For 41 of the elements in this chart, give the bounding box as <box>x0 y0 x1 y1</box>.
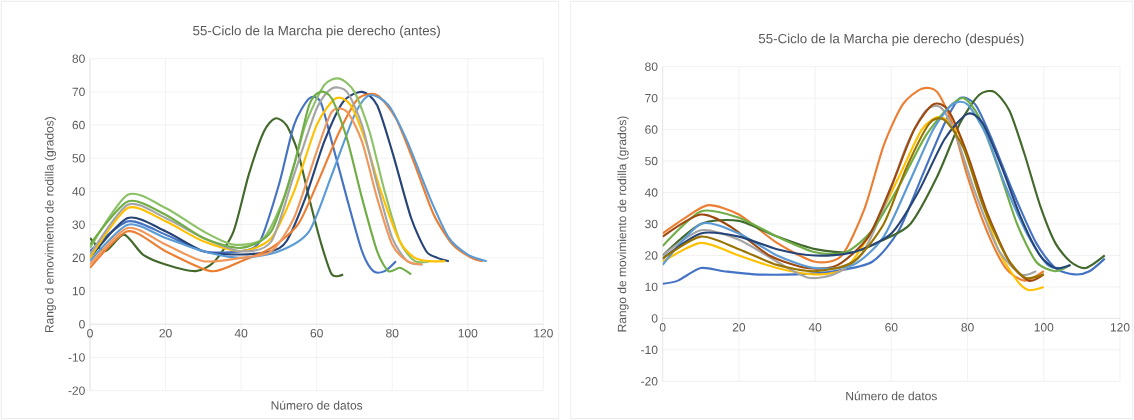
y-tick-label: 50 <box>72 154 85 163</box>
y-tick-label: 30 <box>645 219 658 229</box>
x-tick-label: 20 <box>732 323 746 332</box>
y-tick-label: 80 <box>645 62 658 71</box>
y-axis-title: Rango de movimiento de rodilla (grados) <box>617 116 629 332</box>
y-tick-label: 40 <box>72 187 85 196</box>
y-tick-label: 70 <box>645 93 658 103</box>
y-tick-label: 60 <box>72 120 85 130</box>
x-tick-label: 20 <box>159 328 172 338</box>
x-tick-label: 80 <box>961 323 974 332</box>
y-tick-label: -20 <box>68 386 85 395</box>
y-tick-label: -20 <box>641 377 658 386</box>
chart-title: 55-Ciclo de la Marcha pie derecho (antes) <box>193 25 440 38</box>
y-tick-label: 0 <box>651 314 658 323</box>
x-tick-label: 120 <box>1110 323 1130 332</box>
x-tick-label: 60 <box>310 328 323 338</box>
y-axis-title: Rango d emovimiento de rodilla (grados) <box>44 117 56 333</box>
x-tick-label: 0 <box>659 323 666 332</box>
y-tick-label: 70 <box>72 87 85 97</box>
y-tick-label: 40 <box>644 188 658 197</box>
x-tick-label: 40 <box>808 323 822 332</box>
x-tick-label: 100 <box>458 328 478 338</box>
x-tick-label: 100 <box>1034 323 1054 332</box>
x-tick-label: 120 <box>534 328 553 338</box>
y-tick-label: 50 <box>645 156 658 166</box>
y-tick-label: 30 <box>72 220 85 229</box>
y-tick-label: 20 <box>72 253 85 263</box>
y-tick-label: 10 <box>72 286 85 296</box>
y-tick-label: -10 <box>68 353 85 362</box>
y-tick-label: 20 <box>645 251 658 260</box>
y-tick-label: 80 <box>72 54 85 63</box>
x-tick-label: 80 <box>386 328 399 338</box>
x-tick-label: 60 <box>885 323 898 332</box>
y-tick-label: 60 <box>645 125 658 134</box>
x-tick-label: 0 <box>87 328 93 338</box>
x-axis-title: Número de datos <box>271 400 363 410</box>
y-tick-label: -10 <box>641 345 658 355</box>
y-tick-label: 10 <box>645 282 658 292</box>
chart-title: 55-Ciclo de la Marcha pie derecho (después) <box>758 33 1024 46</box>
x-axis-title: Número de datos <box>846 391 937 401</box>
x-tick-label: 40 <box>234 328 248 338</box>
